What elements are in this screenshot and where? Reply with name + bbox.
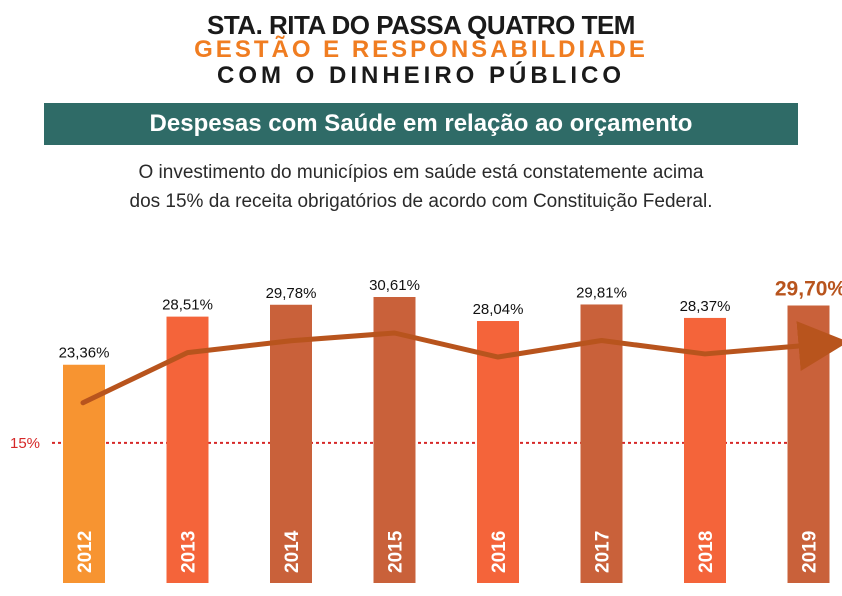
year-label-2015: 2015 bbox=[386, 530, 407, 573]
year-label-2018: 2018 bbox=[696, 531, 717, 573]
reference-line-label: 15% bbox=[10, 435, 40, 452]
data-label-2016: 28,04% bbox=[473, 301, 524, 318]
year-label-2014: 2014 bbox=[282, 530, 303, 573]
data-label-2014: 29,78% bbox=[266, 285, 317, 302]
chart-title-banner: Despesas com Saúde em relação ao orçamen… bbox=[44, 103, 798, 145]
year-label-2017: 2017 bbox=[593, 531, 614, 573]
description: O investimento do municípios em saúde es… bbox=[50, 158, 792, 216]
data-label-2017: 29,81% bbox=[576, 284, 627, 301]
bar-2018 bbox=[684, 317, 726, 583]
description-line-2: dos 15% da receita obrigatórios de acord… bbox=[129, 191, 713, 212]
trend-arrow bbox=[80, 321, 842, 406]
data-label-2012: 23,36% bbox=[59, 345, 110, 362]
bar-2017 bbox=[580, 304, 623, 583]
headline-line-2: GESTÃO E RESPONSABILDIADE bbox=[194, 36, 648, 63]
bar-2016 bbox=[477, 321, 519, 583]
data-label-2019: 29,70% bbox=[775, 278, 842, 301]
data-label-2015: 30,61% bbox=[369, 277, 420, 294]
data-label-2018: 28,37% bbox=[680, 298, 731, 315]
year-label-2016: 2016 bbox=[489, 531, 510, 573]
bar-2015 bbox=[373, 297, 416, 583]
headline-line-3: COM O DINHEIRO PÚBLICO bbox=[216, 62, 625, 89]
year-label-2012: 2012 bbox=[75, 531, 96, 573]
chart-title: Despesas com Saúde em relação ao orçamen… bbox=[149, 110, 693, 137]
description-line-1: O investimento do municípios em saúde es… bbox=[138, 162, 704, 183]
headline-line-1: STA. RITA DO PASSA QUATRO TEM bbox=[207, 10, 635, 40]
year-label-2019: 2019 bbox=[800, 531, 821, 573]
data-label-2013: 28,51% bbox=[162, 297, 213, 314]
bar-2014 bbox=[270, 304, 312, 583]
year-label-2013: 2013 bbox=[179, 531, 200, 573]
